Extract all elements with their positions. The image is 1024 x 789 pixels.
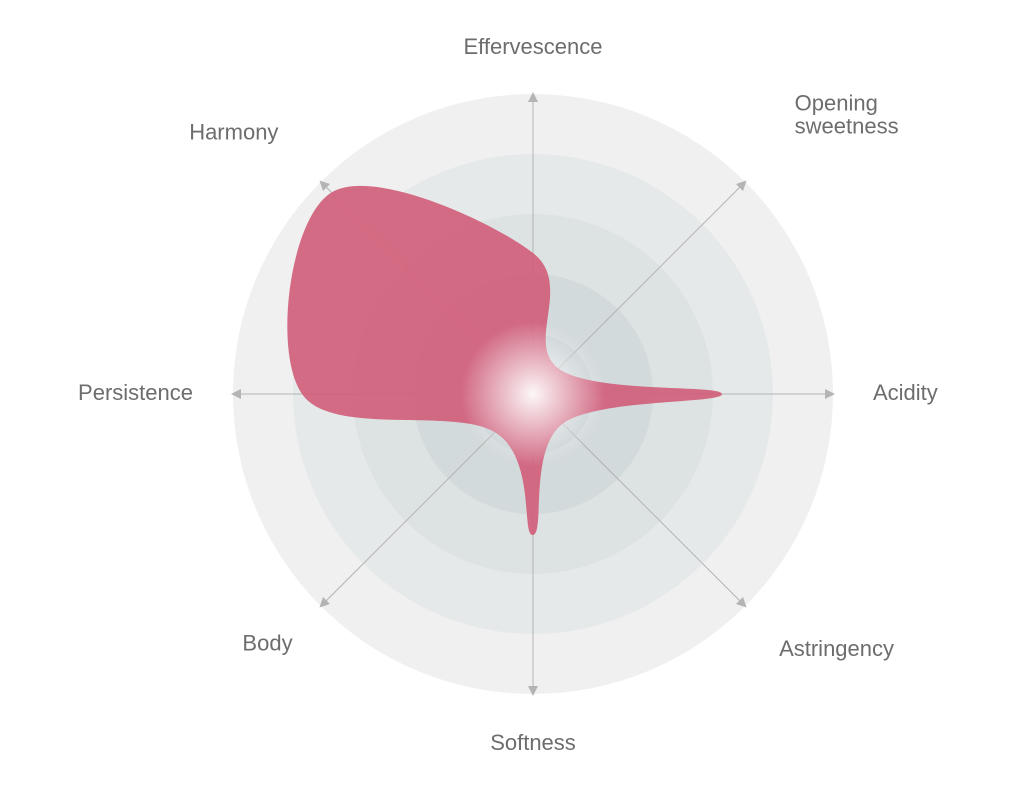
axis-label: Astringency	[779, 636, 894, 661]
center-glow	[461, 322, 605, 466]
axis-label: Openingsweetness	[795, 90, 899, 138]
axis-label: Softness	[490, 730, 576, 755]
axis-label: Acidity	[873, 380, 938, 405]
radar-svg: Effervescence Openingsweetness Acidity Astr…	[0, 0, 1024, 789]
tasting-radar-chart: Effervescence Openingsweetness Acidity Astr…	[0, 0, 1024, 789]
axis-label: Effervescence	[463, 34, 602, 59]
axis-label: Harmony	[189, 119, 278, 144]
axis-label: Persistence	[78, 380, 193, 405]
axis-label: Body	[242, 630, 292, 655]
